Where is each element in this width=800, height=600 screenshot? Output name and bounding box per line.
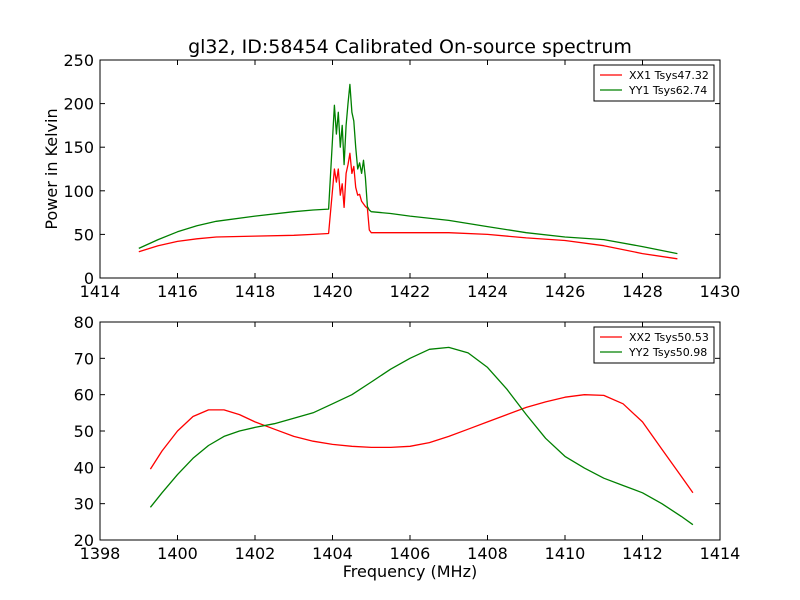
y-tick-label: 100: [63, 182, 94, 201]
y-tick-label: 200: [63, 95, 94, 114]
y-tick-label: 30: [74, 495, 94, 514]
x-tick-label: 1424: [467, 282, 508, 301]
y-tick-label: 40: [74, 458, 94, 477]
xx2-yy2-plot: 1398 1400 1402 1404 1406 1408 1410 1412 1414 20 30…: [74, 313, 741, 581]
x-tick-label: 1404: [312, 544, 353, 563]
y-tick-label: 60: [74, 386, 94, 405]
legend-entry-label: XX1 Tsys47.32: [629, 69, 709, 82]
xx1-yy1-plot: 1414 1416 1418 1420 1422 1424 1426 1428 1430 0 50 1…: [42, 51, 740, 301]
y-tick-label: 50: [74, 422, 94, 441]
figure-title: gl32, ID:58454 Calibrated On-source spec…: [188, 36, 632, 58]
x-tick-label: 1418: [235, 282, 276, 301]
x-tick-label: 1420: [312, 282, 353, 301]
x-tick-label: 1428: [622, 282, 663, 301]
x-tick-label: 1398: [80, 544, 121, 563]
y-tick-label: 50: [74, 225, 94, 244]
legend-box: [593, 64, 715, 102]
y-tick-label: 0: [84, 269, 94, 288]
legend-box: [593, 326, 715, 364]
x-axis-label: Frequency (MHz): [343, 562, 477, 581]
legend: XX1 Tsys47.32 YY1 Tsys62.74: [593, 64, 715, 102]
legend-entry-label: XX2 Tsys50.53: [629, 331, 709, 344]
series-line-yy2: [149, 346, 694, 526]
x-tick-label: 1410: [545, 544, 586, 563]
series-line-xx2: [149, 394, 694, 494]
x-tick-label: 1414: [80, 282, 121, 301]
series-line-xx1: [138, 152, 678, 260]
y-tick-label: 150: [63, 138, 94, 157]
x-tick-label: 1402: [235, 544, 276, 563]
x-tick-label: 1416: [157, 282, 198, 301]
legend-entry-label: YY2 Tsys50.98: [628, 346, 707, 359]
x-tick-label: 1430: [700, 282, 741, 301]
x-tick-label: 1408: [467, 544, 508, 563]
x-tick-label: 1422: [390, 282, 431, 301]
legend-entry-label: YY1 Tsys62.74: [628, 84, 707, 97]
x-tick-label: 1414: [700, 544, 741, 563]
x-tick-label: 1412: [622, 544, 663, 563]
x-tick-label: 1406: [390, 544, 431, 563]
y-tick-label: 80: [74, 313, 94, 332]
series-line-yy1: [138, 83, 678, 255]
y-tick-label: 70: [74, 349, 94, 368]
y-tick-label: 20: [74, 531, 94, 550]
y-tick-label: 250: [63, 51, 94, 70]
x-tick-label: 1400: [157, 544, 198, 563]
y-axis-label: Power in Kelvin: [42, 108, 61, 229]
legend: XX2 Tsys50.53 YY2 Tsys50.98: [593, 326, 715, 364]
x-tick-label: 1426: [545, 282, 586, 301]
